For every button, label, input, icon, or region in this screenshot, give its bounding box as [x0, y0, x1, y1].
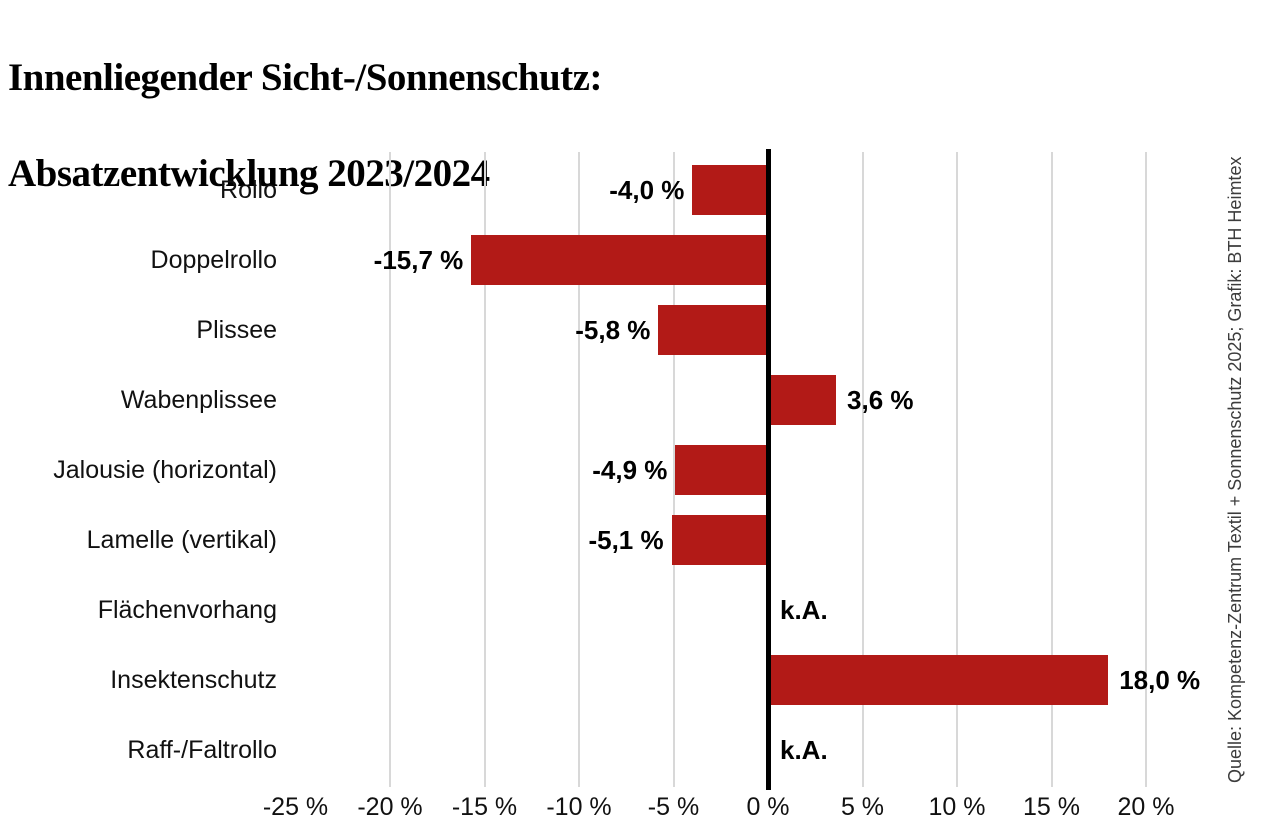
- bar: [675, 445, 768, 495]
- source-credit: Quelle: Kompetenz-Zentrum Textil + Sonne…: [1225, 156, 1245, 784]
- gridline: [483, 152, 486, 787]
- value-label: 18,0 %: [1119, 665, 1201, 695]
- x-axis-tick-label: -25 %: [262, 793, 329, 821]
- chart-title-line2: Absatzentwicklung 2023/2024: [8, 152, 490, 195]
- x-axis-tick-label: -10 %: [546, 793, 612, 821]
- category-label: Rollo: [220, 176, 277, 204]
- gridline: [578, 152, 580, 787]
- gridline: [1145, 152, 1147, 787]
- bar: [671, 515, 768, 565]
- category-label: Insektenschutz: [110, 666, 277, 694]
- category-label: Flächenvorhang: [97, 596, 277, 624]
- x-axis-tick-label: 5 %: [840, 793, 885, 821]
- chart-title: Innenliegender Sicht-/Sonnenschutz: Absa…: [8, 6, 602, 198]
- gridline: [389, 152, 391, 787]
- bar: [471, 235, 768, 285]
- gridline: [1050, 152, 1053, 787]
- value-label: k.A.: [780, 595, 828, 625]
- bar: [768, 655, 1109, 705]
- value-label: -5,8 %: [575, 315, 651, 345]
- chart-title-line1: Innenliegender Sicht-/Sonnenschutz:: [8, 56, 602, 99]
- category-label: Raff-/Faltrollo: [127, 736, 277, 764]
- category-label: Wabenplissee: [120, 386, 277, 414]
- value-label: 3,6 %: [847, 385, 914, 415]
- category-label: Doppelrollo: [150, 246, 277, 274]
- category-label: Plissee: [196, 316, 277, 344]
- bar: [692, 165, 768, 215]
- bar: [768, 375, 837, 425]
- x-axis-tick-label: 0 %: [746, 793, 790, 821]
- value-label: k.A.: [780, 735, 828, 765]
- value-label: -5,1 %: [588, 525, 664, 555]
- value-label: -15,7 %: [373, 245, 464, 275]
- x-axis-tick-label: 10 %: [928, 793, 986, 821]
- x-axis-tick-label: -20 %: [357, 793, 423, 821]
- value-label: -4,0 %: [609, 175, 685, 205]
- x-axis-tick-label: 20 %: [1117, 793, 1175, 821]
- x-axis-tick-label: 15 %: [1023, 793, 1080, 821]
- category-label: Lamelle (vertikal): [86, 526, 277, 554]
- value-label: -4,9 %: [592, 455, 668, 485]
- category-label: Jalousie (horizontal): [53, 456, 277, 484]
- x-axis-tick-label: -5 %: [647, 793, 700, 821]
- zero-axis-line: [766, 149, 771, 790]
- x-axis-tick-label: -15 %: [451, 793, 518, 821]
- gridline: [672, 152, 675, 787]
- gridline: [861, 152, 864, 787]
- bar: [658, 305, 768, 355]
- gridline: [956, 152, 958, 787]
